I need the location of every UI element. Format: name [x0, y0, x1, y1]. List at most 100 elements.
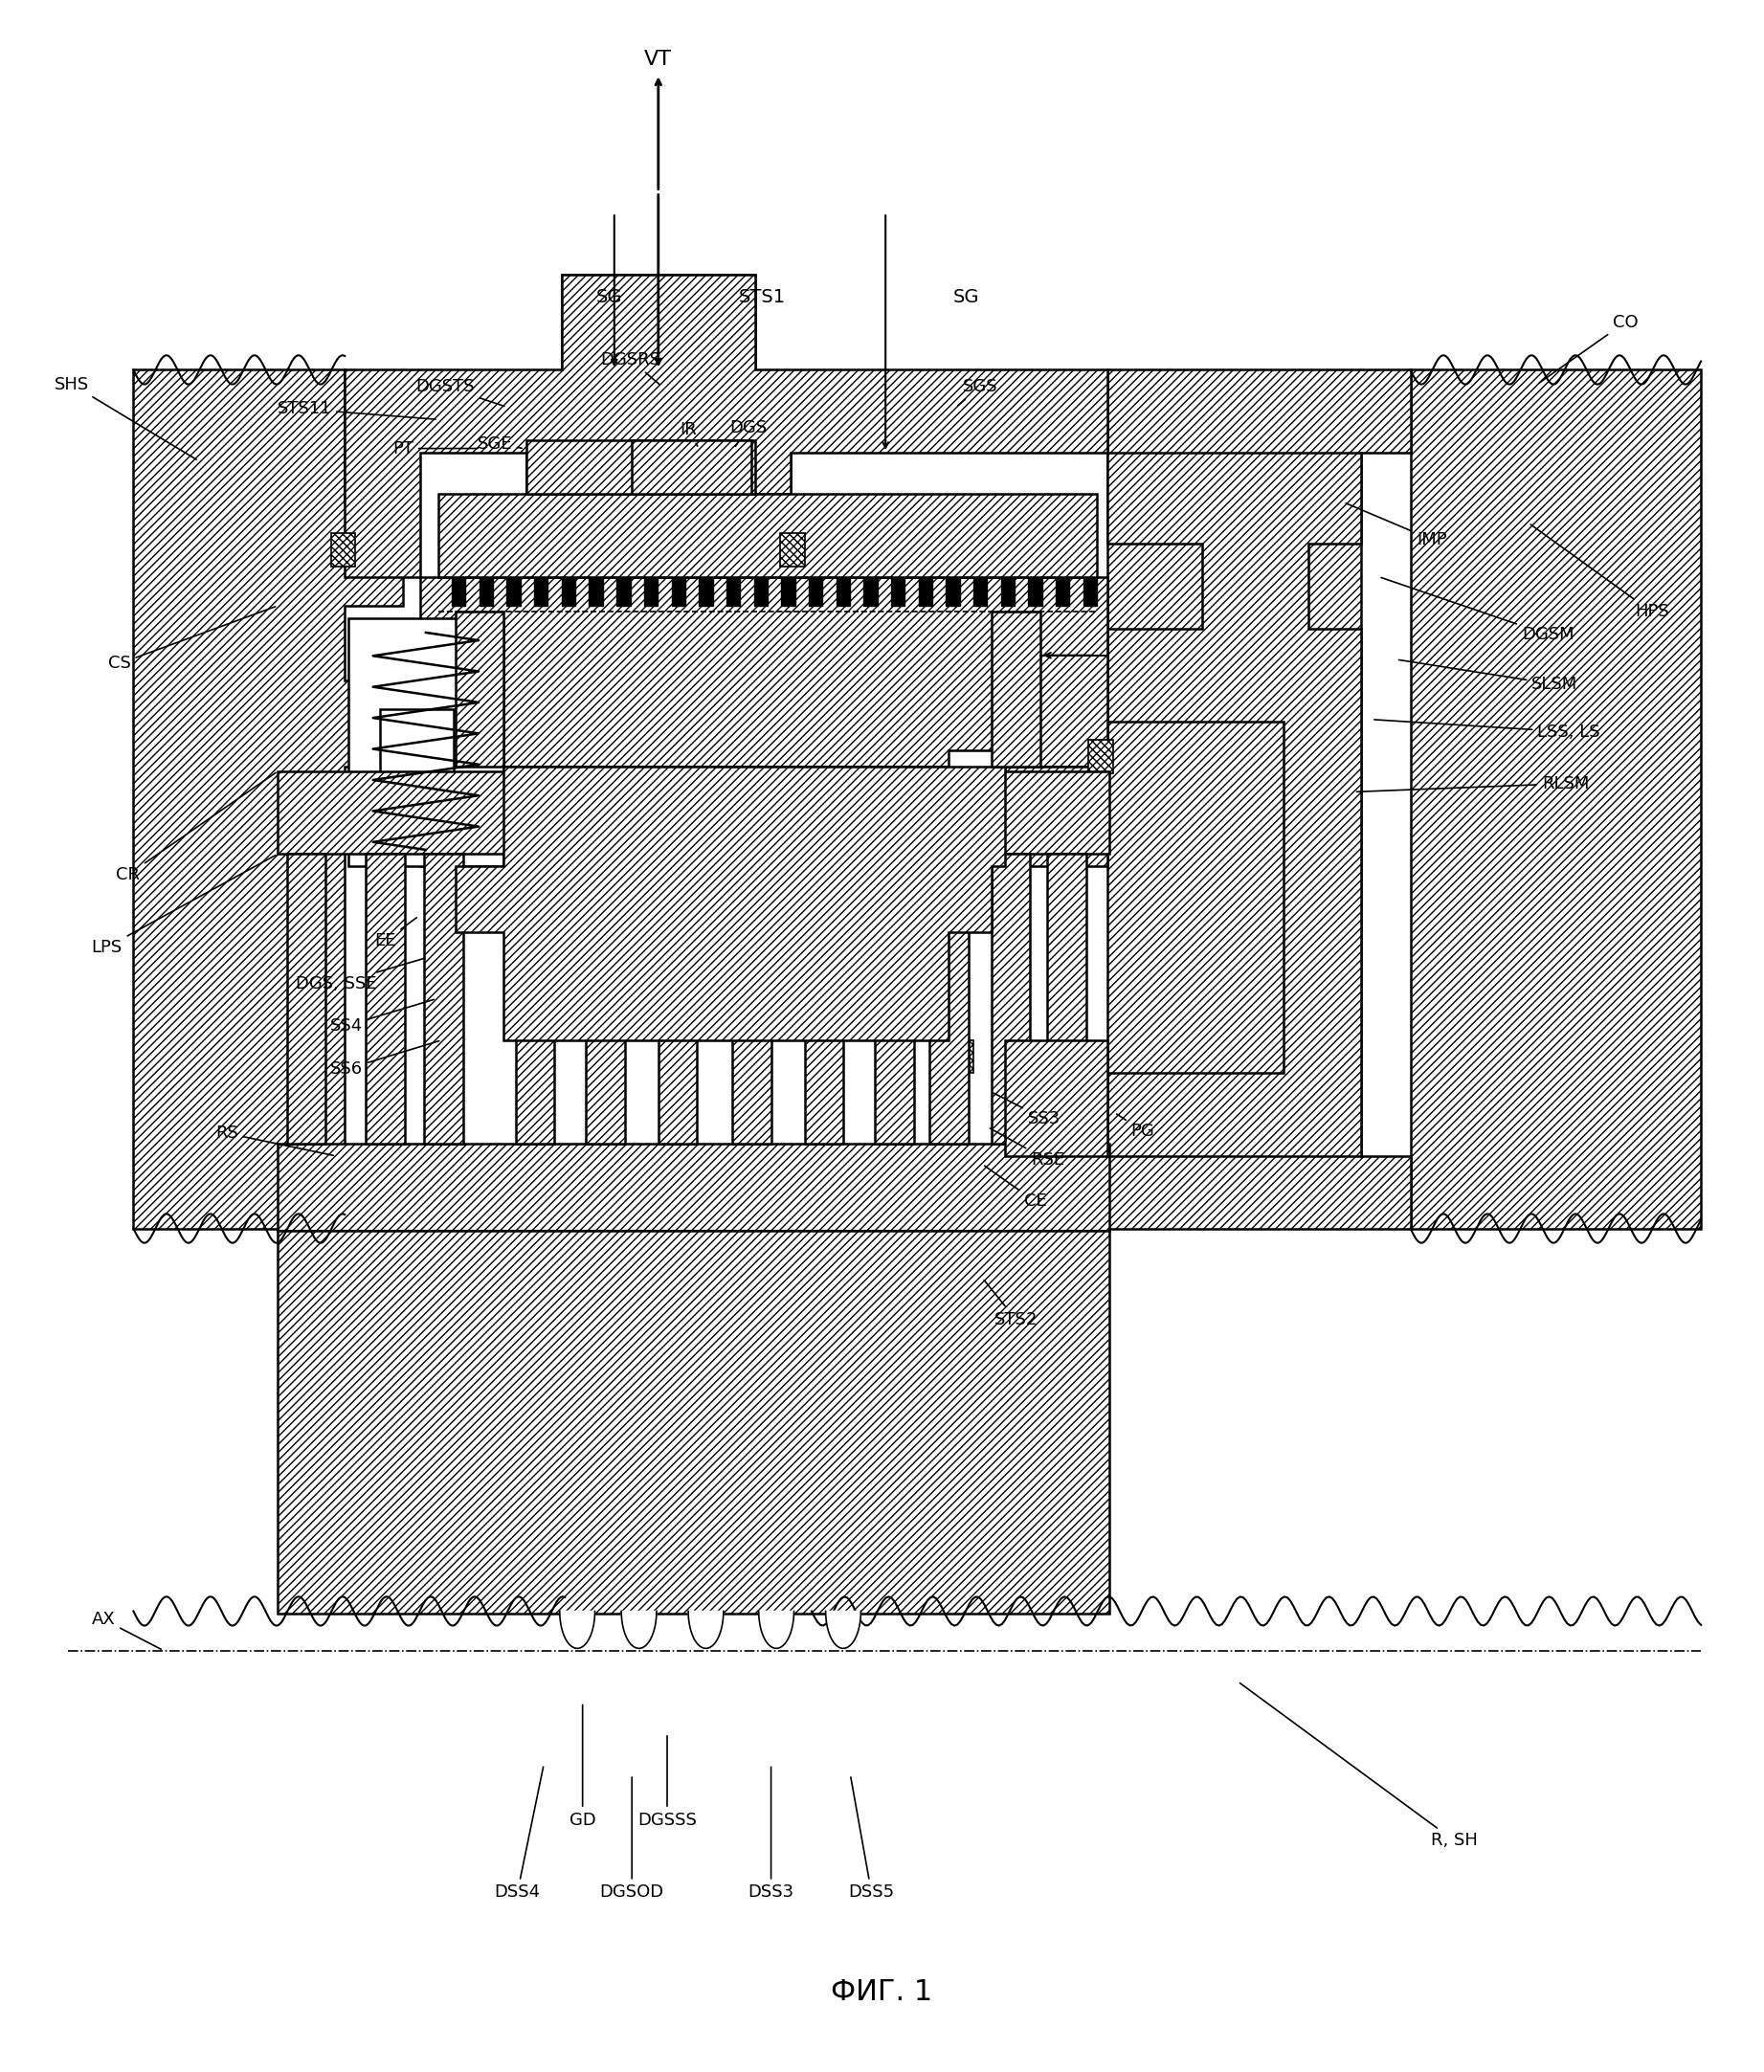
Text: IR: IR: [679, 421, 697, 445]
Polygon shape: [1005, 1040, 1108, 1156]
Polygon shape: [759, 1612, 794, 1649]
Polygon shape: [658, 576, 684, 605]
Text: SGE: SGE: [476, 435, 522, 454]
Bar: [949, 750, 1005, 837]
Text: SGS: SGS: [958, 377, 998, 406]
Bar: [330, 533, 355, 566]
Text: DSS4: DSS4: [494, 1767, 543, 1902]
Text: STS1: STS1: [739, 288, 785, 307]
Text: SS4: SS4: [330, 999, 434, 1034]
Text: CR: CR: [116, 773, 275, 883]
Bar: [780, 533, 804, 566]
Polygon shape: [437, 576, 466, 605]
Polygon shape: [466, 576, 492, 605]
Polygon shape: [905, 576, 931, 605]
Bar: [949, 1040, 974, 1073]
Polygon shape: [991, 611, 1041, 767]
Bar: [279, 1144, 1110, 1231]
Polygon shape: [796, 576, 822, 605]
Bar: [1048, 854, 1087, 1144]
Text: DGSTS: DGSTS: [416, 377, 505, 406]
Text: SS3: SS3: [993, 1094, 1060, 1127]
Text: IMP: IMP: [1346, 503, 1446, 549]
Text: SLSM: SLSM: [1399, 659, 1579, 692]
Text: CS: CS: [108, 607, 275, 671]
Polygon shape: [713, 576, 741, 605]
Text: RS: RS: [215, 1125, 333, 1156]
Text: RLSM: RLSM: [1357, 775, 1589, 792]
Bar: [875, 854, 914, 1144]
Polygon shape: [1014, 576, 1043, 605]
Text: SHS: SHS: [55, 375, 196, 460]
Text: LPS: LPS: [92, 856, 275, 955]
Text: DGSSS: DGSSS: [637, 1736, 697, 1830]
Text: LSS, LS: LSS, LS: [1374, 719, 1600, 740]
Polygon shape: [549, 576, 575, 605]
Polygon shape: [630, 576, 658, 605]
Bar: [804, 854, 843, 1144]
Text: SS6: SS6: [330, 1040, 439, 1077]
Bar: [930, 854, 968, 1144]
Polygon shape: [455, 767, 1005, 1040]
Bar: [348, 617, 503, 866]
Polygon shape: [455, 611, 503, 767]
Bar: [288, 854, 325, 1144]
Text: SG: SG: [596, 288, 623, 307]
Bar: [658, 854, 697, 1144]
Polygon shape: [1108, 369, 1411, 1229]
Text: EE: EE: [374, 918, 416, 949]
Polygon shape: [344, 276, 1108, 576]
Polygon shape: [767, 576, 796, 605]
Bar: [732, 854, 771, 1144]
Text: CE: CE: [984, 1167, 1046, 1210]
Text: R, SH: R, SH: [1240, 1682, 1478, 1850]
Text: DSS5: DSS5: [848, 1778, 894, 1902]
Polygon shape: [877, 576, 905, 605]
Polygon shape: [684, 576, 713, 605]
Polygon shape: [1108, 452, 1362, 1156]
Polygon shape: [988, 576, 1014, 605]
Polygon shape: [603, 576, 630, 605]
Text: STS2: STS2: [984, 1280, 1037, 1328]
Bar: [991, 854, 1030, 1144]
Bar: [515, 854, 554, 1144]
Polygon shape: [134, 369, 402, 1229]
Text: ФИГ. 1: ФИГ. 1: [831, 1979, 933, 2006]
Text: GD: GD: [570, 1705, 596, 1830]
Polygon shape: [1069, 576, 1097, 605]
Text: DGS: DGS: [730, 419, 767, 445]
Polygon shape: [826, 1612, 861, 1649]
Polygon shape: [559, 1612, 594, 1649]
Polygon shape: [741, 576, 767, 605]
Polygon shape: [526, 276, 790, 555]
Text: VT: VT: [644, 50, 672, 68]
Bar: [420, 576, 1108, 767]
Text: DGSOD: DGSOD: [600, 1778, 663, 1902]
Bar: [526, 439, 755, 493]
Polygon shape: [437, 493, 1097, 576]
Text: SG: SG: [953, 288, 979, 307]
Bar: [586, 854, 624, 1144]
Text: PG: PG: [1117, 1115, 1154, 1140]
Text: RSE: RSE: [990, 1129, 1064, 1169]
Bar: [1088, 740, 1113, 773]
Text: PT: PT: [392, 439, 478, 458]
Text: DGSM: DGSM: [1381, 578, 1573, 642]
Bar: [365, 854, 404, 1144]
Text: DSS3: DSS3: [748, 1767, 794, 1902]
Polygon shape: [1411, 369, 1700, 1229]
Polygon shape: [931, 576, 960, 605]
Text: DGS, SSE: DGS, SSE: [296, 957, 425, 992]
Text: HPS: HPS: [1531, 524, 1669, 620]
Polygon shape: [575, 576, 603, 605]
Text: STS11: STS11: [277, 400, 436, 419]
Text: DGSRS: DGSRS: [600, 350, 660, 385]
Bar: [632, 439, 751, 493]
Polygon shape: [621, 1612, 656, 1649]
Polygon shape: [960, 576, 988, 605]
Text: CO: CO: [1540, 313, 1639, 383]
Polygon shape: [850, 576, 877, 605]
Polygon shape: [688, 1612, 723, 1649]
Bar: [279, 771, 1110, 854]
Bar: [279, 1231, 1110, 1614]
